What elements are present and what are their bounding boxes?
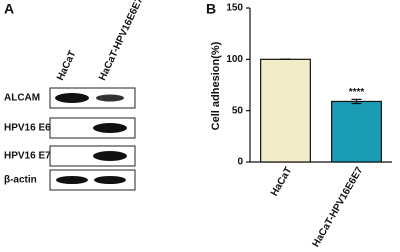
band — [56, 176, 88, 184]
blot-row: HPV16 E7 — [4, 145, 136, 167]
x-tick-label: HaCaT — [269, 165, 294, 198]
x-tick-label: HaCaT-HPV16E6E7 — [311, 165, 366, 247]
blot-frame — [49, 87, 136, 109]
y-tick-label: 100 — [226, 54, 243, 65]
band — [96, 94, 124, 102]
column-label: HaCaT — [55, 49, 78, 82]
blot-row: ALCAM — [4, 87, 136, 109]
panel-label: A — [4, 1, 14, 17]
y-tick-label: 0 — [237, 157, 243, 168]
bar — [331, 100, 382, 163]
band — [93, 123, 127, 133]
blot-frame — [49, 145, 136, 167]
band — [94, 176, 126, 184]
panel-label: B — [206, 1, 216, 17]
blot-frame — [49, 117, 136, 139]
blot-row: β-actin — [4, 169, 136, 191]
y-tick-label: 150 — [226, 3, 243, 14]
blot-frame — [49, 169, 136, 191]
blot-row: HPV16 E6 — [4, 117, 136, 139]
band — [93, 151, 127, 161]
row-label: HPV16 E7 — [4, 151, 51, 162]
band — [55, 93, 89, 103]
y-tick-label: 50 — [232, 105, 244, 116]
row-label: β-actin — [4, 175, 37, 186]
row-label: HPV16 E6 — [4, 123, 51, 134]
row-label: ALCAM — [4, 93, 40, 104]
significance: **** — [349, 87, 365, 98]
column-label: HaCaT-HPV16E6E7 — [97, 0, 145, 82]
y-axis-label: Cell adhesion(%) — [210, 41, 222, 130]
bar — [260, 58, 311, 163]
